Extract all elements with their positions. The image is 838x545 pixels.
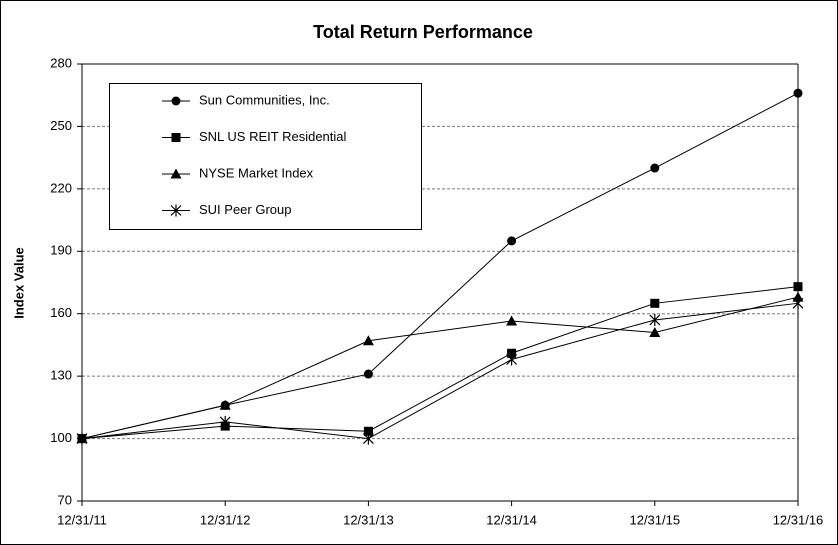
marker (792, 291, 804, 302)
y-tick-label: 160 (50, 305, 72, 320)
marker (507, 236, 517, 246)
x-tick-label: 12/31/11 (57, 512, 107, 527)
marker (219, 415, 231, 428)
legend-label: NYSE Market Index (199, 165, 314, 180)
marker (507, 348, 517, 358)
x-tick-label: 12/31/12 (200, 512, 251, 527)
y-tick-label: 220 (50, 180, 72, 195)
marker (76, 432, 88, 445)
x-tick-label: 12/31/14 (486, 512, 537, 527)
marker (170, 168, 182, 179)
y-tick-label: 190 (50, 243, 72, 258)
legend-box (109, 83, 422, 230)
x-tick-label: 12/31/13 (343, 512, 394, 527)
marker (506, 353, 518, 366)
marker (363, 426, 373, 436)
marker (362, 432, 374, 445)
marker (793, 88, 803, 98)
marker (362, 335, 374, 346)
y-tick-label: 250 (50, 118, 72, 133)
marker (793, 282, 803, 292)
series-line (81, 286, 799, 440)
marker (171, 96, 181, 106)
y-axis-label: Index Value (11, 247, 26, 319)
marker (649, 313, 661, 326)
legend-label: SNL US REIT Residential (199, 129, 347, 144)
marker (219, 399, 231, 410)
marker (792, 297, 804, 310)
marker (649, 326, 661, 337)
legend-label: Sun Communities, Inc. (199, 92, 330, 107)
marker (506, 315, 518, 326)
y-tick-label: 280 (50, 55, 72, 70)
marker (650, 163, 660, 173)
series-line (81, 302, 799, 440)
marker (650, 298, 660, 308)
marker (170, 204, 182, 217)
y-tick-label: 70 (58, 492, 72, 507)
x-tick-label: 12/31/16 (773, 512, 824, 527)
y-tick-label: 100 (50, 430, 72, 445)
legend-label: SUI Peer Group (199, 202, 292, 217)
chart-title: Total Return Performance (313, 22, 533, 42)
x-tick-label: 12/31/15 (629, 512, 680, 527)
series-line (81, 296, 799, 440)
marker (171, 133, 181, 142)
y-tick-label: 130 (50, 368, 72, 383)
marker (363, 369, 373, 379)
